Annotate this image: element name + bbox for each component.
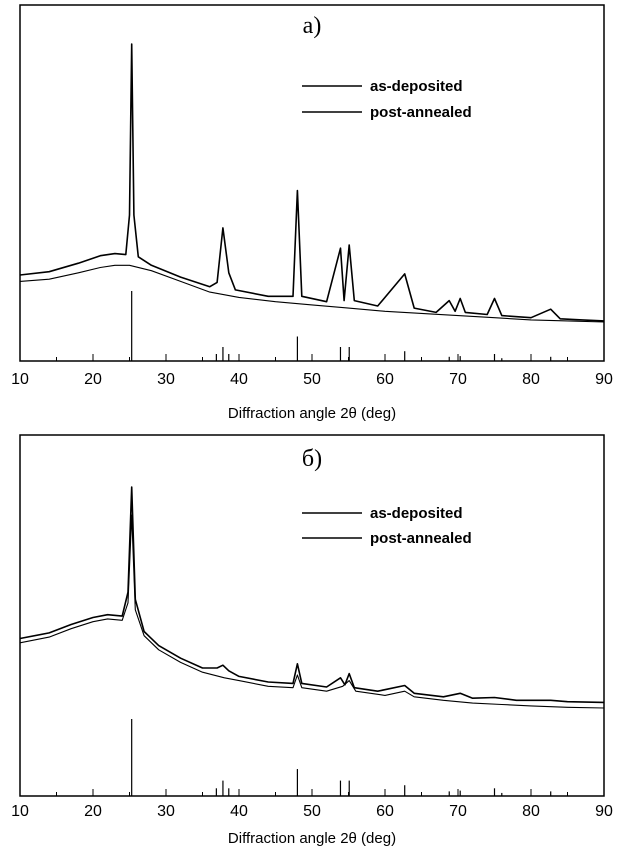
chart-panel-b: 10 20 30 40 50 60 70 80 90 б) Diffraction angle … <box>11 434 613 847</box>
chart-panel-a: 10 20 30 40 50 60 70 80 90 а) Diffraction angle … <box>11 4 613 422</box>
x-tick-label: 40 <box>230 371 248 388</box>
x-axis-title: Diffraction angle 2θ (deg) <box>228 830 396 847</box>
x-tick-label: 20 <box>84 803 102 820</box>
legend-label-post-annealed: post-annealed <box>370 530 472 547</box>
plot-area <box>19 486 605 796</box>
x-tick-label: 30 <box>157 371 175 388</box>
series-line-post-annealed <box>19 43 605 322</box>
legend-label-as-deposited: as-deposited <box>370 505 463 522</box>
x-tick-label: 90 <box>595 371 613 388</box>
legend-label-post-annealed: post-annealed <box>370 104 472 121</box>
x-tick-label: 10 <box>11 371 29 388</box>
x-axis-ticks <box>19 354 605 361</box>
x-tick-label: 50 <box>303 371 321 388</box>
panel-label: б) <box>302 446 322 472</box>
x-axis-tick-labels: 10 20 30 40 50 60 70 80 90 <box>11 371 613 388</box>
x-tick-label: 80 <box>522 371 540 388</box>
x-tick-label: 80 <box>522 803 540 820</box>
x-tick-label: 60 <box>376 803 394 820</box>
x-tick-label: 10 <box>11 803 29 820</box>
x-axis-title: Diffraction angle 2θ (deg) <box>228 405 396 422</box>
x-tick-label: 90 <box>595 803 613 820</box>
x-tick-label: 30 <box>157 803 175 820</box>
legend: as-deposited post-annealed <box>302 78 472 121</box>
x-tick-label: 70 <box>449 371 467 388</box>
x-tick-label: 60 <box>376 371 394 388</box>
x-tick-label: 40 <box>230 803 248 820</box>
series-line-as-deposited <box>19 264 605 323</box>
series-line-as-deposited <box>19 514 605 709</box>
plot-frame <box>19 4 605 362</box>
legend-label-as-deposited: as-deposited <box>370 78 463 95</box>
x-tick-label: 70 <box>449 803 467 820</box>
plot-area <box>19 43 605 361</box>
legend: as-deposited post-annealed <box>302 505 472 547</box>
x-tick-label: 20 <box>84 371 102 388</box>
panel-label: а) <box>303 13 322 39</box>
x-axis-ticks <box>19 789 605 796</box>
x-axis-tick-labels: 10 20 30 40 50 60 70 80 90 <box>11 803 613 820</box>
series-line-post-annealed <box>19 486 605 704</box>
x-tick-label: 50 <box>303 803 321 820</box>
